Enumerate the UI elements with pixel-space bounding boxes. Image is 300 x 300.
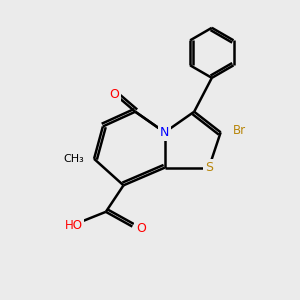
Text: S: S xyxy=(205,161,213,174)
Text: O: O xyxy=(136,221,146,235)
Text: O: O xyxy=(110,88,120,100)
Text: N: N xyxy=(160,126,169,139)
Text: Br: Br xyxy=(233,124,246,137)
Text: HO: HO xyxy=(64,219,82,232)
Text: CH₃: CH₃ xyxy=(63,154,84,164)
